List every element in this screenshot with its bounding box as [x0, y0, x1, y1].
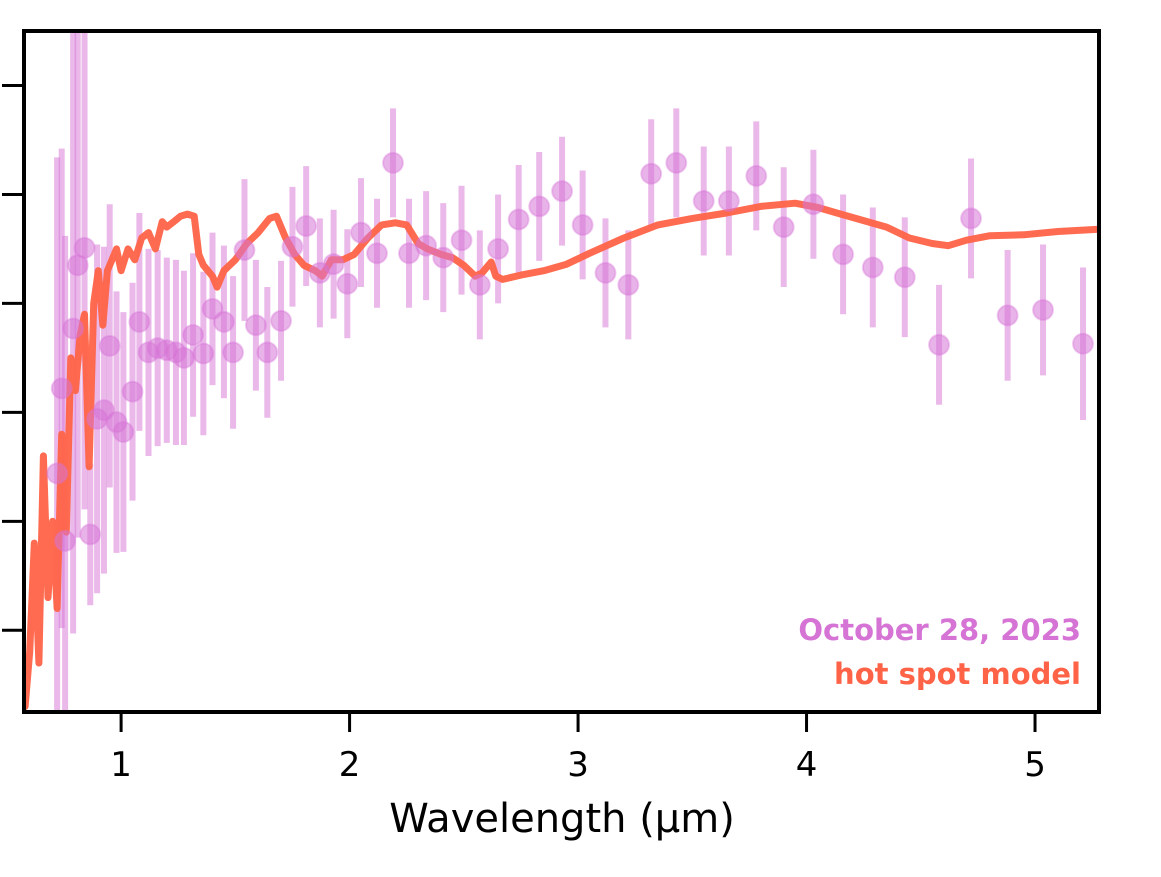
data-points	[46, 151, 1095, 552]
data-point	[192, 342, 215, 365]
data-point	[832, 243, 855, 266]
x-tick-label: 3	[567, 745, 589, 785]
data-point	[893, 266, 916, 289]
data-point	[528, 195, 551, 218]
data-point	[92, 399, 115, 422]
data-point	[432, 246, 455, 269]
x-axis-ticks: 1 2 3 4 5	[110, 712, 1046, 785]
data-point	[366, 242, 389, 265]
data-point	[336, 272, 359, 295]
x-tick-label: 2	[339, 745, 361, 785]
data-point	[201, 297, 224, 320]
data-point	[121, 380, 144, 403]
data-point	[665, 151, 688, 174]
data-point	[350, 221, 373, 244]
plot-frame	[22, 29, 1101, 714]
data-point	[182, 323, 205, 346]
data-point	[79, 523, 102, 546]
data-point	[381, 151, 404, 174]
data-point	[692, 189, 715, 212]
error-bars	[54, 31, 1087, 712]
data-point	[244, 314, 267, 337]
data-point	[1032, 298, 1055, 321]
data-point	[54, 529, 77, 552]
x-axis-label: Wavelength (μm)	[389, 796, 735, 842]
y-axis-ticks	[2, 83, 24, 632]
annotation-date: October 28, 2023	[798, 613, 1081, 647]
data-point	[571, 213, 594, 236]
data-point	[172, 346, 195, 369]
data-point	[256, 341, 279, 364]
data-point	[295, 215, 318, 238]
x-tick-label: 1	[110, 745, 132, 785]
data-point	[50, 377, 73, 400]
data-point	[617, 273, 640, 296]
data-point	[128, 310, 151, 333]
data-point	[802, 193, 825, 216]
data-point	[996, 304, 1019, 327]
data-point	[450, 229, 473, 252]
data-point	[745, 164, 768, 187]
data-point	[322, 253, 345, 276]
data-point	[66, 254, 89, 277]
data-point	[960, 207, 983, 230]
data-point	[551, 180, 574, 203]
data-point	[487, 237, 510, 260]
data-point	[73, 236, 96, 259]
data-point	[98, 334, 121, 357]
x-tick-label: 5	[1024, 745, 1046, 785]
data-point	[468, 273, 491, 296]
data-point	[594, 261, 617, 284]
data-point	[112, 420, 135, 443]
data-point	[222, 341, 245, 364]
data-point	[212, 310, 235, 333]
data-point	[397, 242, 420, 265]
data-point	[861, 256, 884, 279]
data-point	[415, 234, 438, 257]
annotation-model: hot spot model	[834, 657, 1081, 691]
data-point	[281, 235, 304, 258]
data-point	[62, 317, 85, 340]
data-point	[46, 462, 69, 485]
data-point	[928, 333, 951, 356]
x-tick-label: 4	[796, 745, 818, 785]
data-point	[717, 189, 740, 212]
data-point	[640, 162, 663, 185]
data-point	[1072, 332, 1095, 355]
data-point	[772, 216, 795, 239]
data-point	[507, 208, 530, 231]
data-point	[270, 309, 293, 332]
data-point	[233, 239, 256, 262]
